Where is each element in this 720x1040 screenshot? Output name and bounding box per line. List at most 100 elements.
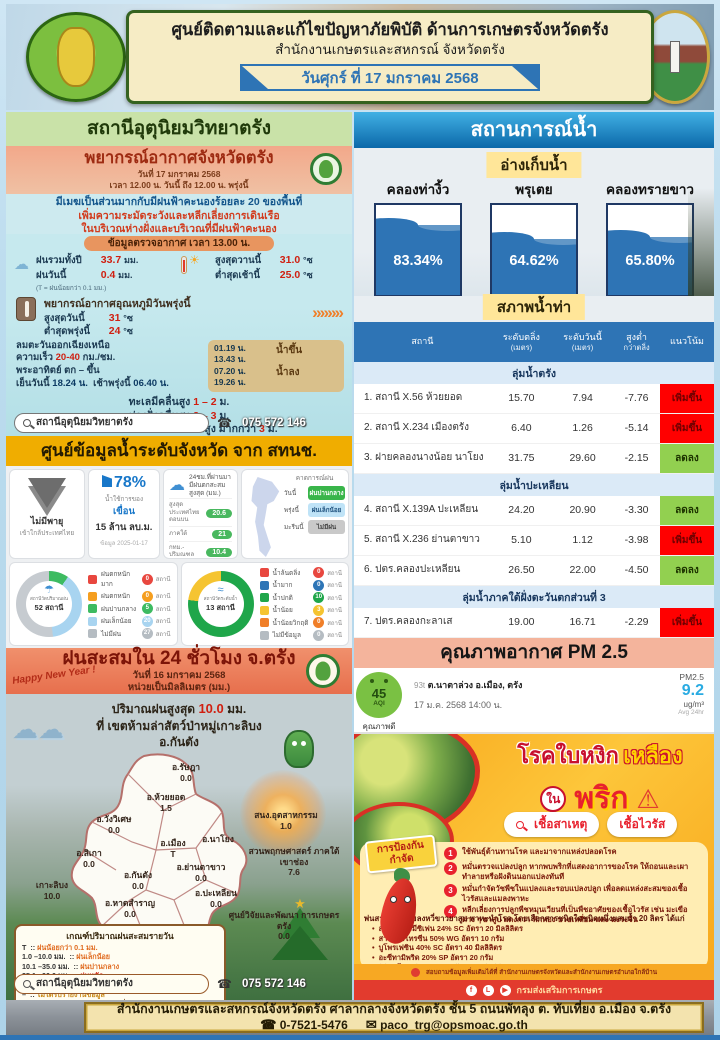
weather-forecast-poster: พยากรณ์อากาศจังหวัดตรัง วันที่ 17 มกราคม… bbox=[6, 146, 352, 436]
thermometer-box-icon bbox=[16, 296, 36, 321]
observation-grid: ☁ ฝนรวมทั้งปี 33.7 มม. ฝนวันนี้ 0.4 มม. … bbox=[14, 253, 344, 293]
table-row: 5. สถานี X.236 ย่านตาขาว 5.10 1.12 -3.98 เ… bbox=[354, 526, 714, 556]
phone-icon: ☎ bbox=[260, 1017, 277, 1033]
water-situation-header: สถานการณ์น้ำ bbox=[354, 112, 714, 148]
pm-label: PM2.5 bbox=[679, 672, 704, 682]
station-search-input[interactable]: สถานีอุตุนิยมวิทยาตรัง bbox=[14, 973, 209, 994]
smiley-icon bbox=[368, 679, 390, 687]
legend-dot bbox=[259, 580, 269, 590]
district-label: อ.รัษฎา 0.0 bbox=[171, 762, 201, 783]
banner-triangle-right-icon bbox=[512, 65, 538, 89]
trend-badge: ลดลง bbox=[659, 444, 714, 473]
cloud-icon: ☁ bbox=[14, 256, 29, 273]
legend-count: 0 bbox=[313, 579, 325, 591]
district-label: ศูนย์วิจัยและพัฒนา การเกษตรตรัง 0.0 bbox=[228, 910, 340, 942]
line-icon: L bbox=[482, 984, 494, 996]
sun-icon: ☀ bbox=[189, 253, 200, 267]
tmd-logo bbox=[310, 153, 342, 185]
rain-unit: มม. bbox=[118, 269, 133, 280]
table-row: 6. ปตร.คลองปะเหลียน 26.50 22.00 -4.50 ลดลง bbox=[354, 556, 714, 586]
point-text: หมั่นกำจัดวัชพืชในแปลงและรอบแปลงปลูก เพื… bbox=[462, 883, 688, 903]
department-bar: f L ▶ กรมส่งเสริมการเกษตร bbox=[354, 980, 714, 1000]
legend-title: เกณฑ์ปริมาณฝนสะสมรายวัน bbox=[66, 931, 174, 941]
page-subtitle: สำนักงานเกษตรและสหกรณ์ จังหวัดตรัง bbox=[275, 42, 505, 58]
point-number: 4 bbox=[444, 905, 457, 919]
max-rain-location: ที่ เขตห้ามล่าสัตว์ป่าหมู่เกาะลิบง bbox=[96, 718, 262, 733]
table-row: 1. สถานี X.56 ห้วยยอด 15.70 7.94 -7.76 เพิ… bbox=[354, 384, 714, 414]
forecast-card-title: คาดการณ์ฝน bbox=[295, 475, 334, 482]
district-label: อ.วังวิเศษ 0.0 bbox=[96, 814, 132, 835]
rain-note: (T = ฝนน้อยกว่า 0.1 มม.) bbox=[36, 284, 107, 292]
temp-min-label: ต่ำสุดเช้านี้ bbox=[215, 269, 260, 281]
reservoir-percent: 65.80% bbox=[625, 253, 675, 269]
forecast-warning: มีเมฆเป็นส่วนมากกับมีฝนฟ้าคะนองร้อยละ 20… bbox=[6, 194, 352, 235]
rain-cloud-icon: ☁ bbox=[169, 477, 185, 495]
legend-label: ฝนตกหนักมาก bbox=[101, 571, 131, 588]
dam-name: เขื่อน bbox=[113, 506, 135, 517]
table-row: 7. ปตร.คลองกะลาเส 19.00 16.71 -2.29 เพิ่มข… bbox=[354, 608, 714, 638]
wind-speed-value: 20-40 bbox=[55, 352, 80, 364]
tomorrow-min-value: 24 bbox=[108, 325, 121, 338]
temp-unit: °ซ bbox=[123, 326, 133, 337]
rain-card-title1: 24ชม.ที่ผ่านมา bbox=[189, 474, 231, 481]
rain-card-title2: มีฝนตกสะสมสูงสุด (มม.) bbox=[189, 482, 226, 498]
legend-unit: สถานี bbox=[327, 608, 342, 615]
wind-sun-block: ลมตะวันออกเฉียงเหนือ ความเร็ว 20-40 กม./… bbox=[14, 339, 344, 395]
legend-label: ไม่มีฝน bbox=[101, 630, 122, 638]
info-text: สอบถามข้อมูลเพิ่มเติมได้ที่ สำนักงานเกษต… bbox=[425, 969, 658, 976]
rain-row-label: กทม.-ปริมณฑล bbox=[169, 544, 195, 559]
legend-label: ฝนเล็กน้อย bbox=[101, 618, 132, 625]
aqi-gauge: 45 AQI bbox=[356, 672, 402, 718]
legend-label: ไม่มีข้อมูล bbox=[272, 632, 301, 640]
legend-count: 0 bbox=[141, 573, 153, 585]
storm-clouds-icon: ☁☁ bbox=[12, 714, 64, 744]
wave-unit: ม. bbox=[267, 423, 278, 436]
aqi-quality: คุณภาพดี bbox=[362, 722, 396, 731]
tomorrow-max-value: 31 bbox=[108, 311, 121, 324]
basin-group-header: ลุ่มน้ำภาคใต้ฝั่งตะวันตกส่วนที่ 3 bbox=[354, 586, 714, 608]
donut-total: 52 สถานี bbox=[34, 602, 64, 612]
legend-count: 3 bbox=[313, 604, 325, 616]
table-row: 3. ฝายคลองนางน้อย นาโยง 31.75 29.60 -2.15 … bbox=[354, 444, 714, 474]
pm-unit: ug/m³ bbox=[683, 699, 704, 709]
dam-storage-card: 78% น้ำใช้การของ เขื่อน 15 ล้าน ลบ.ม. ข้… bbox=[88, 469, 160, 559]
chemical-item: สารไพมีโทรซีน 50% WG อัตรา 10 กรัม bbox=[364, 934, 706, 944]
info-icon bbox=[410, 967, 420, 977]
wind-speed-unit: กม./ชม. bbox=[82, 352, 116, 364]
storm-card: ไม่มีพายุ เข้าใกล้ประเทศไทย bbox=[9, 469, 85, 559]
warning-line2: เพิ่มความระมัดระวังและหลีกเลี่ยงการเดินเ… bbox=[78, 209, 280, 222]
office-email[interactable]: paco_trg@opsmoac.go.th bbox=[380, 1018, 528, 1033]
warning-line1: มีเมฆเป็นส่วนมากกับมีฝนฟ้าคะนองร้อยละ 20… bbox=[55, 196, 303, 208]
chemical-item: บูโพรเฟซิน 40% SC อัตรา 40 มิลลิลิตร bbox=[364, 943, 706, 953]
header-panel: ศูนย์ติดตามและแก้ไขปัญหาภัยพิบัติ ด้านกา… bbox=[126, 10, 654, 104]
legend-dot bbox=[88, 629, 97, 638]
legend-unit: สถานี bbox=[327, 570, 342, 577]
legend-dot bbox=[88, 574, 97, 584]
reservoir-tag: อ่างเก็บน้ำ bbox=[486, 152, 582, 178]
legend-dot bbox=[88, 616, 97, 626]
point-number: 3 bbox=[444, 883, 457, 897]
storm-title: ไม่มีพายุ bbox=[30, 516, 64, 526]
left-column: สถานีอุตุนิยมวิทยาตรัง พยากรณ์อากาศจังหว… bbox=[6, 112, 352, 1000]
district-label: อ.นาโยง bbox=[202, 834, 234, 844]
thermometer-icon bbox=[181, 256, 187, 274]
legend-dot bbox=[259, 568, 269, 578]
tide-up-label: น้ำขึ้น bbox=[276, 344, 303, 356]
aqi-card: 45 AQI คุณภาพดี 93t ต.นาตาล่วง อ.เมือง, … bbox=[354, 668, 714, 734]
sunset-value: 18.24 น. bbox=[52, 377, 88, 389]
onwr-dashboard: ไม่มีพายุ เข้าใกล้ประเทศไทย 78% น้ำใช้กา… bbox=[6, 466, 352, 648]
trend-badge: ลดลง bbox=[659, 496, 714, 525]
tomorrow-title: พยากรณ์อากาศอุณหภูมิวันพรุ่งนี้ bbox=[44, 297, 191, 310]
rain-row-value: 10.4 bbox=[206, 547, 232, 557]
trend-badge: เพิ่มขึ้น bbox=[659, 526, 714, 555]
station-search-input[interactable]: สถานีอุตุนิยมวิทยาตรัง bbox=[14, 412, 209, 433]
legend-unit: สถานี bbox=[327, 633, 342, 640]
point-text: หลีกเลี่ยงการปลูกพืชหมุนเวียนที่เป็นพืชอ… bbox=[462, 905, 688, 925]
donut-title: สถานีวัดปริมาณฝน bbox=[30, 596, 68, 601]
title-part2: เหลือง bbox=[623, 743, 683, 768]
district-label: สวนพฤกษศาสตร์ ภาคใต้เขาช่อง 7.6 bbox=[248, 846, 340, 878]
dam-data-date: ข้อมูล 2025-01-17 bbox=[100, 541, 148, 547]
water-level-table: สถานี ระดับตลิ่ง (เมตร) ระดับวันนี้ (เมตร)… bbox=[354, 322, 714, 638]
legend-count: 0 bbox=[313, 629, 325, 641]
legend-count: 27 bbox=[141, 628, 153, 639]
